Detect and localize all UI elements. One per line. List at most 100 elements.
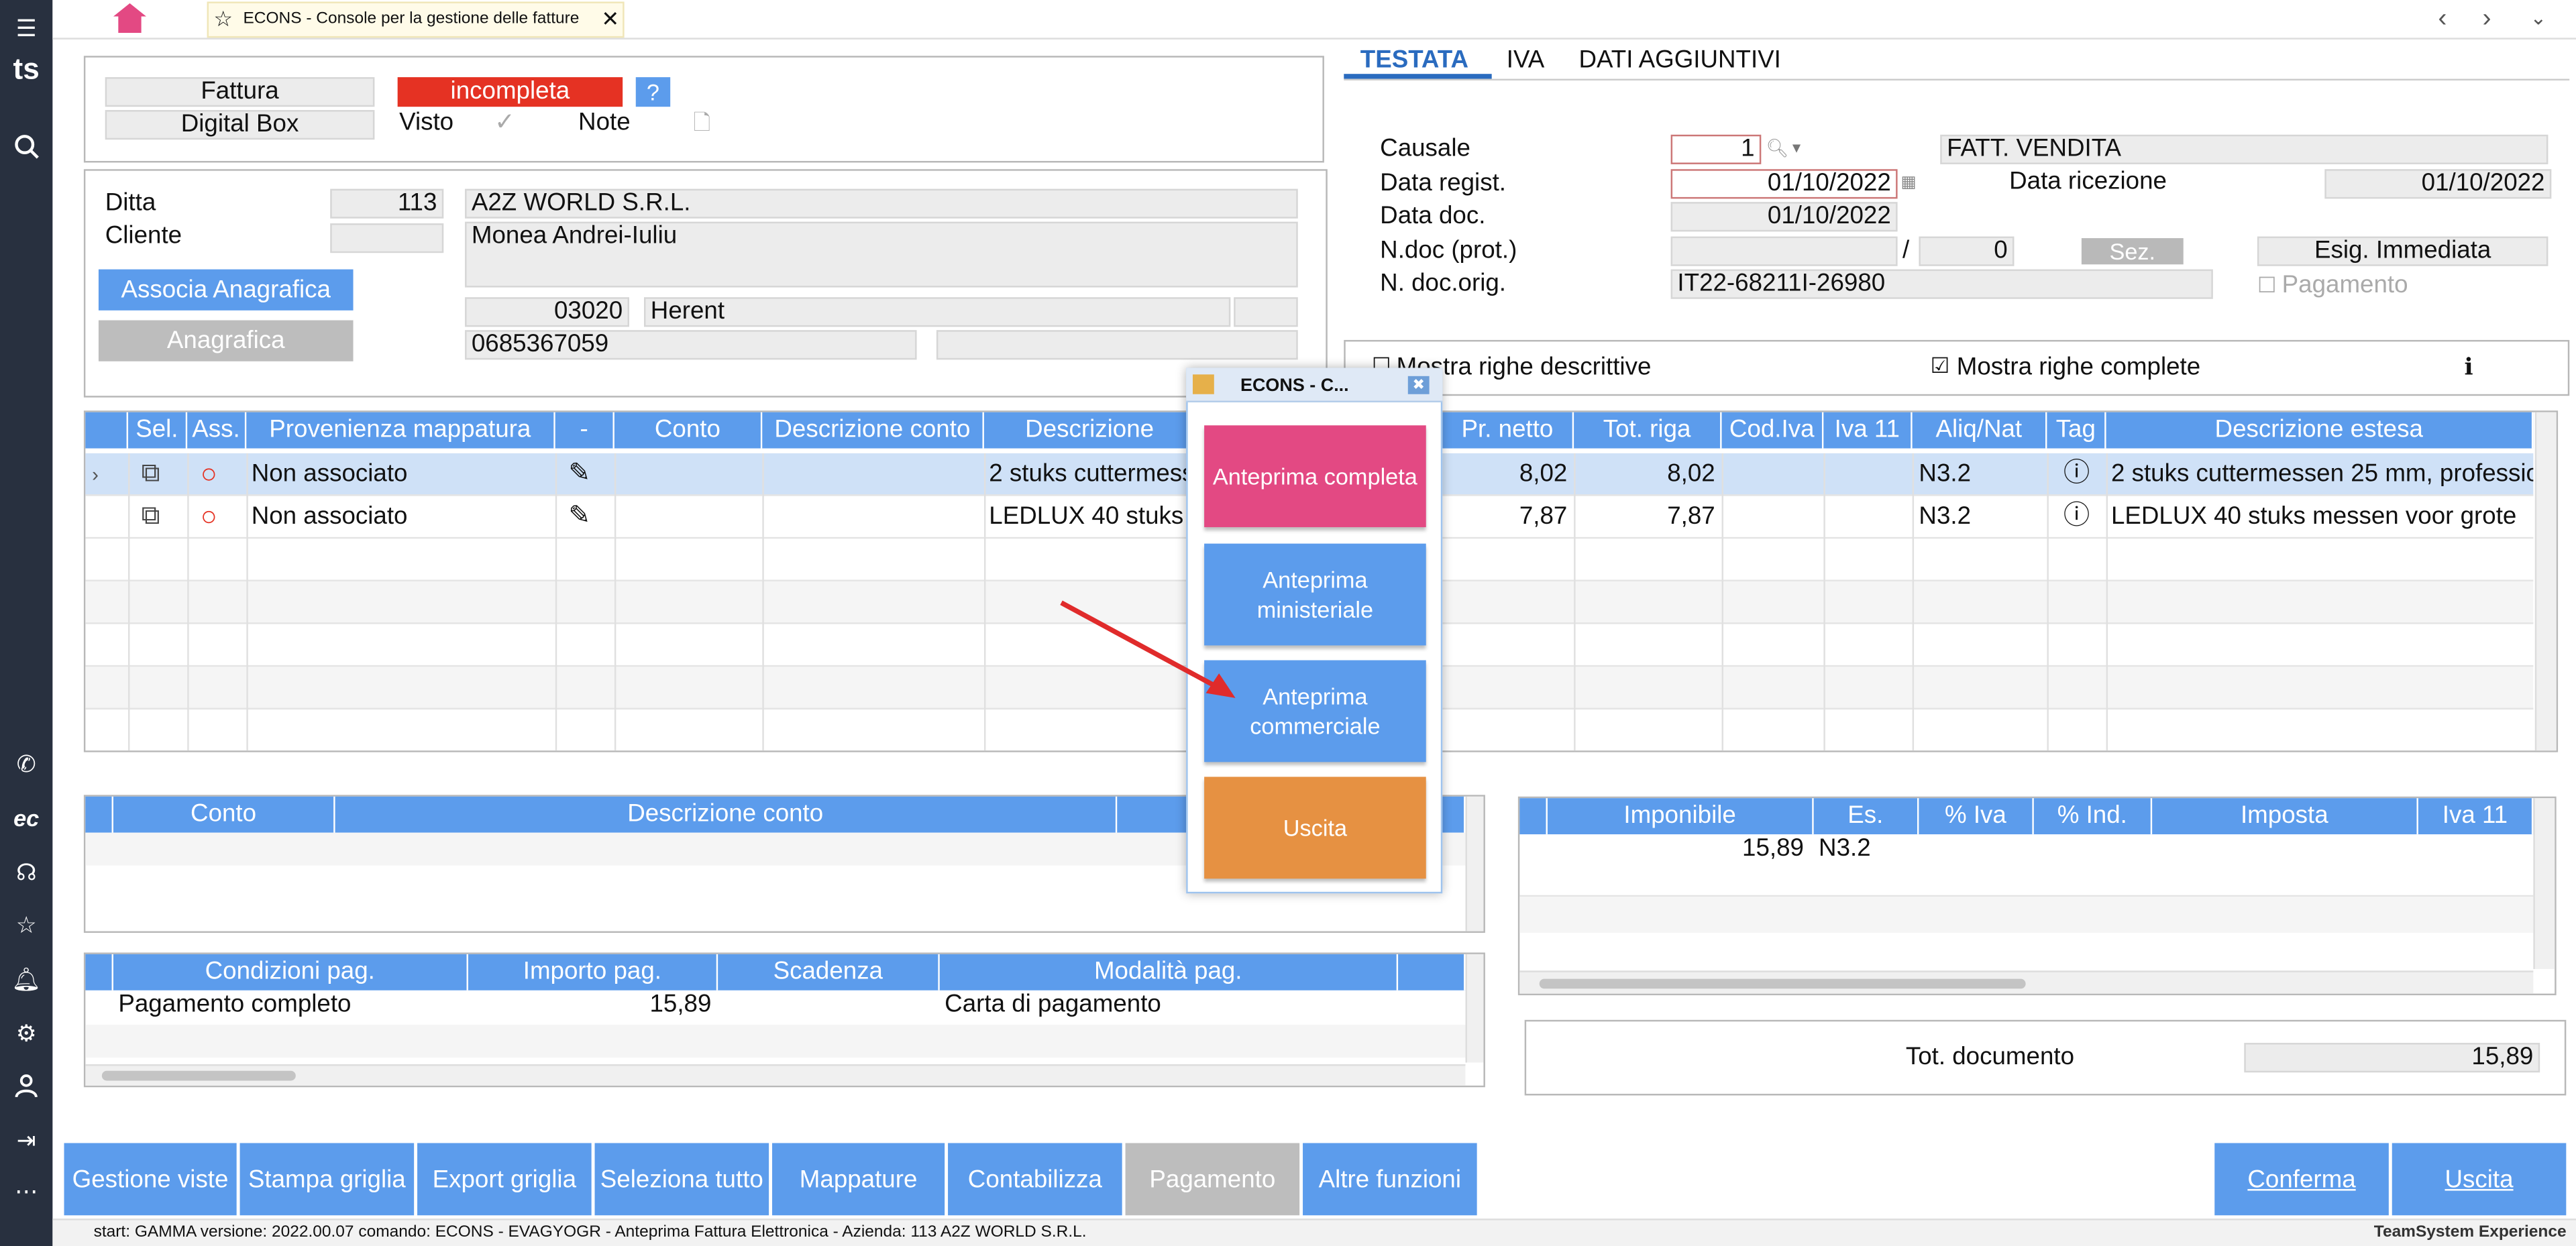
pagamento-checkbox[interactable]: ☐ [2257, 272, 2277, 298]
conferma-button[interactable]: Conferma [2214, 1143, 2389, 1216]
popup-uscita-button[interactable]: Uscita [1204, 777, 1426, 879]
grid-header[interactable]: Tag [2047, 412, 2106, 449]
stampa-griglia-button[interactable]: Stampa griglia [239, 1143, 415, 1216]
data-doc-field[interactable]: 01/10/2022 [1670, 202, 1898, 232]
causale-field[interactable]: 1 [1670, 134, 1762, 164]
tab-dati-aggiuntivi[interactable]: DATI AGGIUNTIVI [1578, 46, 1781, 74]
ndoc-orig-field[interactable]: IT22-68211I-26980 [1670, 269, 2213, 299]
grid-header[interactable]: Ass. [187, 412, 247, 449]
associa-anagrafica-button[interactable]: Associa Anagrafica [98, 269, 354, 310]
iva-header[interactable]: Imposta [2152, 798, 2418, 835]
headset-icon[interactable]: ☊ [15, 858, 37, 886]
city-field[interactable]: Herent [644, 297, 1231, 327]
pencil-icon[interactable]: ✎ [568, 502, 591, 531]
circle-icon[interactable]: ○ [200, 458, 217, 490]
anteprima-ministeriale-button[interactable]: Anteprima ministeriale [1204, 543, 1426, 646]
scroll-thumb[interactable] [101, 1070, 296, 1081]
grid-header[interactable]: Pr. netto [1442, 412, 1574, 449]
grid-header[interactable]: - [555, 412, 614, 449]
iva-scrollbar[interactable] [2533, 798, 2555, 969]
home-icon[interactable] [112, 1, 148, 34]
iva-header[interactable]: Imponibile [1547, 798, 1814, 835]
popup-close-icon[interactable]: ✖ [1407, 376, 1430, 394]
iva-header[interactable]: Iva 11 [2418, 798, 2534, 835]
pag-header[interactable]: Importo pag. [468, 954, 718, 990]
pencil-icon[interactable]: ✎ [568, 459, 591, 488]
phone-field[interactable]: 0685367059 [465, 330, 917, 360]
grid-header[interactable]: Descrizione estesa [2106, 412, 2534, 449]
pag-header[interactable]: Scadenza [718, 954, 940, 990]
user-icon[interactable] [0, 1072, 52, 1105]
ditta-code-field[interactable]: 113 [330, 188, 444, 219]
grid-header[interactable]: Descrizione conto [762, 412, 984, 449]
scroll-thumb[interactable] [1539, 978, 2026, 989]
conto-header[interactable]: Descrizione conto [335, 796, 1118, 833]
gestione-viste-button[interactable]: Gestione viste [64, 1143, 237, 1216]
iva-h-scrollbar[interactable] [1519, 970, 2534, 994]
help-button[interactable]: ? [635, 77, 671, 107]
cliente-name-field[interactable]: Monea Andrei-Iuliu [465, 221, 1298, 288]
contabilizza-button[interactable]: Contabilizza [948, 1143, 1122, 1216]
ndoc-number-field[interactable]: 0 [1919, 236, 2015, 266]
dropdown-icon[interactable]: ▾ [1792, 139, 1801, 158]
info-icon[interactable]: ℹ [2464, 353, 2473, 380]
conto-scrollbar[interactable] [1465, 796, 1484, 931]
iva-header[interactable]: Es. [1813, 798, 1919, 835]
grid-header[interactable]: Iva 11 [1823, 412, 1913, 449]
data-ricezione-field[interactable]: 01/10/2022 [2324, 169, 2552, 199]
sez-button[interactable]: Sez. [2081, 238, 2184, 265]
esigibilita-field[interactable]: Esig. Immediata [2257, 236, 2548, 266]
grid-header[interactable]: Conto [614, 412, 763, 449]
grid-header[interactable]: Cod.Iva [1721, 412, 1824, 449]
more-icon[interactable]: ⋯ [15, 1177, 38, 1204]
email-field[interactable] [936, 330, 1298, 360]
grid-header[interactable]: Provenienza mappatura [246, 412, 555, 449]
menu-icon[interactable]: ☰ [15, 15, 37, 42]
close-icon[interactable]: ✕ [601, 6, 620, 32]
tab-econs[interactable]: ☆ ECONS - Console per la gestione delle … [207, 1, 625, 38]
grid-header[interactable]: Tot. riga [1574, 412, 1722, 449]
grid-header[interactable]: Sel. [128, 412, 188, 449]
pag-header[interactable]: Modalità pag. [939, 954, 1399, 990]
cap-field[interactable]: 03020 [465, 297, 629, 327]
seleziona-tutto-button[interactable]: Seleziona tutto [594, 1143, 769, 1216]
document-icon[interactable]: 🗋 [693, 110, 711, 135]
gear-icon[interactable]: ⚙ [15, 1019, 37, 1047]
data-regist-field[interactable]: 01/10/2022 [1670, 169, 1898, 199]
logout-icon[interactable]: ⇥ [16, 1127, 36, 1153]
ec-icon[interactable]: ec [13, 805, 40, 832]
mappature-button[interactable]: Mappature [772, 1143, 945, 1216]
search-icon[interactable]: 🔍︎ [1766, 139, 1789, 160]
tab-iva[interactable]: IVA [1506, 46, 1545, 74]
copy-icon[interactable]: ⧉ [141, 502, 160, 531]
pag-scrollbar[interactable] [1465, 954, 1484, 1063]
info-icon[interactable]: ⓘ [2063, 502, 2090, 531]
mostra-complete-checkbox[interactable]: ☑ [1930, 353, 1950, 378]
ditta-name-field[interactable]: A2Z WORLD S.R.L. [465, 188, 1298, 219]
chevron-left-icon[interactable]: ‹ [2438, 5, 2447, 33]
grid-vertical-scrollbar[interactable] [2534, 412, 2557, 751]
row-expand-icon[interactable]: › [92, 463, 99, 486]
iva-header[interactable]: % Ind. [2033, 798, 2153, 835]
phone-icon[interactable]: ✆ [16, 750, 36, 777]
info-icon[interactable]: ⓘ [2063, 459, 2090, 488]
anteprima-completa-button[interactable]: Anteprima completa [1204, 425, 1426, 528]
calendar-icon[interactable]: ▦ [1900, 174, 1917, 192]
conto-header[interactable]: Conto [113, 796, 335, 833]
circle-icon[interactable]: ○ [200, 500, 217, 532]
chevron-right-icon[interactable]: › [2482, 5, 2491, 33]
chevron-down-icon[interactable]: ⌄ [2530, 6, 2547, 30]
copy-icon[interactable]: ⧉ [141, 459, 160, 488]
star-icon[interactable]: ☆ [213, 6, 233, 32]
pagamento-button[interactable]: Pagamento [1125, 1143, 1300, 1216]
search-icon[interactable] [0, 133, 52, 166]
grid-header[interactable]: Aliq/Nat [1912, 412, 2047, 449]
pag-h-scrollbar[interactable] [85, 1064, 1466, 1086]
ndoc-serie-field[interactable] [1670, 236, 1898, 266]
star-icon[interactable]: ☆ [15, 911, 37, 938]
export-griglia-button[interactable]: Export griglia [417, 1143, 592, 1216]
uscita-button[interactable]: Uscita [2392, 1143, 2567, 1216]
tab-testata[interactable]: TESTATA [1360, 46, 1468, 74]
cliente-code-field[interactable] [330, 223, 444, 253]
altre-funzioni-button[interactable]: Altre funzioni [1303, 1143, 1477, 1216]
